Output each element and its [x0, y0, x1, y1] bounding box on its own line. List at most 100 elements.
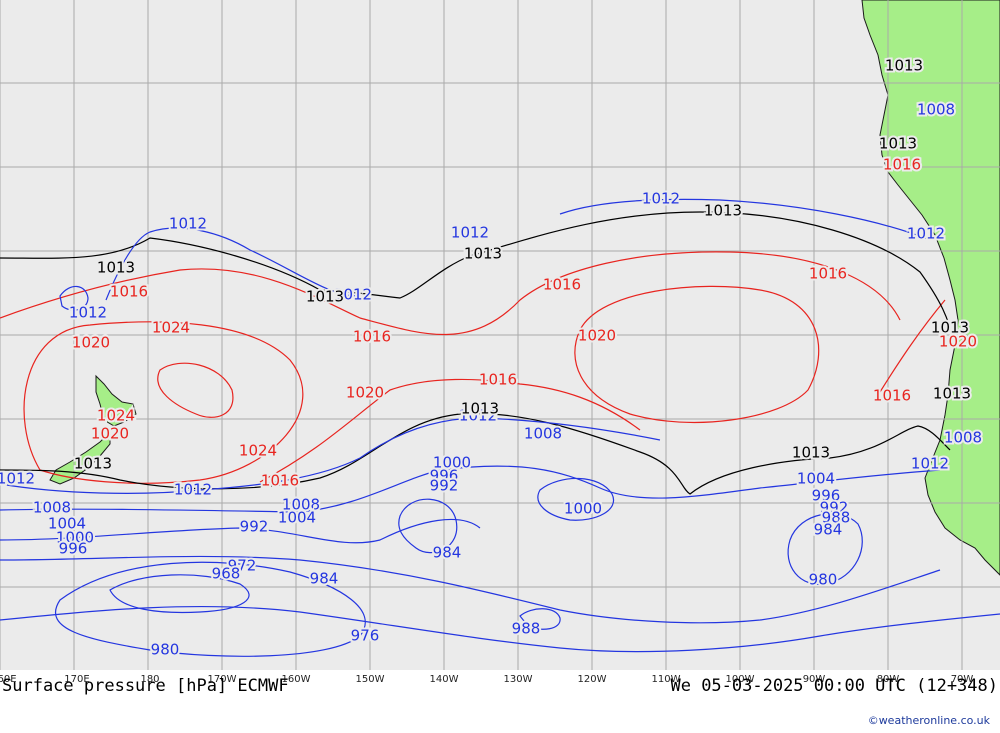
longitude-tick-label: 170W — [207, 674, 237, 685]
isobar-label-halo: 1016 — [809, 265, 847, 283]
isobar-lines — [0, 198, 1000, 657]
isobar-label-halo: 1013 — [792, 444, 830, 462]
isobar-label-halo: 1016 — [353, 328, 391, 346]
isobar-label-halo: 1016 — [543, 276, 581, 294]
isobar-label-halo: 992 — [820, 499, 849, 517]
isobar-label-halo: 1016 — [479, 371, 517, 389]
longitude-tick-label: 90W — [802, 674, 826, 685]
isobar-label: 980 — [151, 641, 180, 659]
isobar-label: 1012 — [451, 224, 489, 242]
land-south-america — [861, 0, 1000, 576]
isobar-line — [879, 299, 946, 393]
longitude-tick-label: 160W — [281, 674, 311, 685]
isobar-label: 1012 — [169, 215, 207, 233]
isobar-label-halo: 988 — [512, 620, 541, 638]
isobar-label: 1013 — [74, 455, 112, 473]
isobar-label-halo: 1020 — [91, 425, 129, 443]
isobar-line — [23, 321, 304, 484]
isobar-label-halo: 1000 — [433, 454, 471, 472]
isobar-label: 1020 — [578, 327, 616, 345]
isobar-label-halo: 1012 — [459, 407, 497, 425]
isobar-label-halo: 1008 — [524, 425, 562, 443]
isobar-label-halo: 1013 — [879, 135, 917, 153]
isobar-label: 1013 — [885, 57, 923, 75]
isobar-label: 1013 — [933, 385, 971, 403]
isobar-label: 1016 — [110, 283, 148, 301]
isobar-label: 1013 — [97, 259, 135, 277]
isobar-label-halo: 992 — [240, 518, 269, 536]
isobar-label-halo: 984 — [814, 521, 843, 539]
isobar-label: 1016 — [353, 328, 391, 346]
isobar-label: 1024 — [239, 442, 277, 460]
isobar-line — [0, 555, 941, 624]
isobar-label: 1012 — [911, 455, 949, 473]
isobar-label-halo: 1013 — [306, 288, 344, 306]
isobar-label: 1020 — [939, 333, 977, 351]
isobar-label-halo: 1020 — [578, 327, 616, 345]
isobar-label-halo: 1012 — [911, 455, 949, 473]
isobar-line — [537, 477, 615, 521]
isobar-label-halo: 1024 — [152, 319, 190, 337]
isobar-label: 992 — [240, 518, 269, 536]
isobar-label: 1008 — [944, 429, 982, 447]
isobar-line — [574, 285, 820, 423]
longitude-tick-label: 110W — [651, 674, 681, 685]
pressure-map: 1012 1012 1012 1012 1012 1012 1012 1012 1012 1012… — [0, 0, 1000, 670]
longitude-tick-label: 140W — [429, 674, 459, 685]
isobar-label-halo: 1012 — [642, 190, 680, 208]
isobar-label-halo: 984 — [433, 544, 462, 562]
isobar-label: 1012 — [174, 481, 212, 499]
longitude-tick-label: 60E — [0, 674, 17, 685]
map-panel: 1012 1012 1012 1012 1012 1012 1012 1012 1012 1012… — [0, 0, 1000, 670]
isobar-label-halo: 988 — [822, 509, 851, 527]
isobar-label-halo: 1013 — [931, 319, 969, 337]
isobar-label-halo: 1013 — [933, 385, 971, 403]
isobar-label-halo: 1012 — [0, 470, 35, 488]
isobar-label-halo: 1013 — [704, 202, 742, 220]
isobar-label: 980 — [809, 571, 838, 589]
isobar-label: 988 — [512, 620, 541, 638]
isobar-label: 1008 — [282, 496, 320, 514]
isobar-label: 984 — [433, 544, 462, 562]
credit-link[interactable]: ©weatheronline.co.uk — [867, 714, 990, 727]
isobar-label-halo: 980 — [809, 571, 838, 589]
isobar-label-halo: 1016 — [261, 472, 299, 490]
isobar-line — [0, 211, 953, 341]
isobar-label-halo: 1008 — [944, 429, 982, 447]
isobar-line — [59, 285, 89, 311]
isobar-label: 1000 — [564, 500, 602, 518]
isobar-label-halo: 1012 — [69, 304, 107, 322]
isobar-label-halo: 972 — [228, 557, 257, 575]
isobar-label-halo: 996 — [59, 540, 88, 558]
isobar-label: 1013 — [461, 400, 499, 418]
isobar-label-halo: 1012 — [334, 286, 372, 304]
isobar-label-halo: 968 — [212, 565, 241, 583]
isobar-line — [0, 518, 481, 544]
isobar-line — [0, 465, 941, 513]
isobar-label-halo: 984 — [310, 570, 339, 588]
isobar-line — [259, 378, 641, 483]
isobar-label-halo: 1008 — [33, 499, 71, 517]
isobar-label: 1024 — [97, 407, 135, 425]
lat-lon-grid — [0, 0, 1000, 670]
isobar-label: 1000 — [433, 454, 471, 472]
isobar-label-halo: 1012 — [169, 215, 207, 233]
isobar-label: 1024 — [152, 319, 190, 337]
isobar-label-halo: 1024 — [239, 442, 277, 460]
isobar-line — [0, 412, 951, 495]
isobar-label: 1004 — [48, 515, 86, 533]
map-title: Surface pressure [hPa] ECMWF — [2, 676, 289, 696]
isobar-label: 1008 — [33, 499, 71, 517]
isobar-label: 1016 — [261, 472, 299, 490]
isobar-label: 992 — [430, 477, 459, 495]
isobar-label: 1012 — [459, 407, 497, 425]
isobar-label: 1012 — [334, 286, 372, 304]
isobar-label-halo: 996 — [812, 487, 841, 505]
isobar-label: 1016 — [479, 371, 517, 389]
isobar-label-halo: 1013 — [97, 259, 135, 277]
land-new-zealand-north — [95, 374, 137, 427]
longitude-tick-label: 100W — [725, 674, 755, 685]
isobar-label-halo: 1012 — [451, 224, 489, 242]
isobar-label-halo: 1000 — [56, 529, 94, 547]
isobar-label: 1016 — [873, 387, 911, 405]
